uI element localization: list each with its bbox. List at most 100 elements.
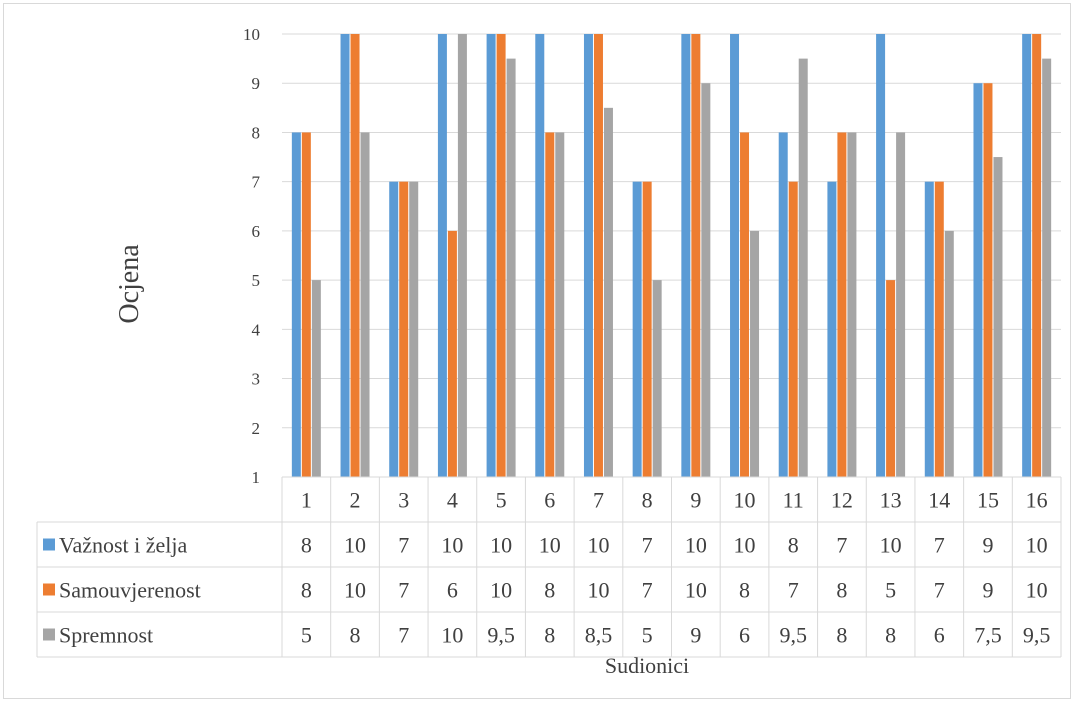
data-label: 10 xyxy=(685,578,707,603)
data-label: 7 xyxy=(398,533,409,558)
data-label: 7 xyxy=(642,578,653,603)
bar xyxy=(389,181,399,477)
data-label: 10 xyxy=(587,533,609,558)
bar xyxy=(993,157,1003,478)
data-label: 8 xyxy=(836,623,847,648)
y-tick-label: 9 xyxy=(252,74,261,93)
bar xyxy=(603,107,613,477)
data-label: 10 xyxy=(1026,533,1048,558)
bar xyxy=(291,132,301,477)
bar xyxy=(360,132,370,477)
x-tick-label: 6 xyxy=(544,488,555,513)
y-tick-label: 3 xyxy=(252,370,261,389)
data-label: 8 xyxy=(836,578,847,603)
y-axis-label: Ocjena xyxy=(114,244,145,324)
bar xyxy=(642,181,652,477)
bar xyxy=(876,34,886,477)
bar xyxy=(896,132,906,477)
data-label: 10 xyxy=(344,578,366,603)
y-tick-label: 6 xyxy=(252,222,261,241)
data-label: 8 xyxy=(301,533,312,558)
x-tick-label: 1 xyxy=(301,488,312,513)
bar xyxy=(593,34,603,477)
bar xyxy=(973,83,983,477)
x-tick-label: 3 xyxy=(398,488,409,513)
bar xyxy=(311,280,321,477)
x-tick-label: 4 xyxy=(447,488,458,513)
bar xyxy=(886,280,896,477)
x-tick-label: 7 xyxy=(593,488,604,513)
data-label: 7 xyxy=(934,533,945,558)
y-tick-label: 4 xyxy=(252,320,261,339)
legend-label: Samouvjerenost xyxy=(59,578,201,603)
data-label: 6 xyxy=(739,623,750,648)
bar xyxy=(583,34,593,477)
bar xyxy=(847,132,857,477)
bar xyxy=(750,230,760,477)
data-label: 10 xyxy=(490,578,512,603)
bar xyxy=(924,181,934,477)
y-tick-label: 7 xyxy=(252,173,261,192)
data-label: 10 xyxy=(1026,578,1048,603)
data-label: 10 xyxy=(344,533,366,558)
data-label: 8 xyxy=(301,578,312,603)
bar xyxy=(399,181,409,477)
bar xyxy=(827,181,837,477)
bar xyxy=(652,280,662,477)
chart-frame xyxy=(3,3,1071,699)
bar xyxy=(730,34,740,477)
data-label: 9,5 xyxy=(1023,623,1051,648)
x-tick-label: 12 xyxy=(831,488,853,513)
data-label: 7,5 xyxy=(974,623,1002,648)
bar xyxy=(555,132,565,477)
bar xyxy=(301,132,311,477)
legend-swatch xyxy=(43,628,55,641)
legend-label: Važnost i želja xyxy=(59,533,188,558)
y-tick-label: 8 xyxy=(252,123,261,142)
data-label: 10 xyxy=(685,533,707,558)
y-axis-ticks: 1 2 3 4 5 6 7 8 9 10 xyxy=(243,25,261,487)
bar xyxy=(457,34,467,477)
bar xyxy=(691,34,701,477)
bar xyxy=(681,34,691,477)
data-label: 9,5 xyxy=(487,623,515,648)
data-label: 9,5 xyxy=(779,623,807,648)
data-label: 10 xyxy=(880,533,902,558)
data-label: 7 xyxy=(836,533,847,558)
bar xyxy=(545,132,555,477)
x-tick-label: 11 xyxy=(783,488,804,513)
legend-swatch xyxy=(43,583,55,596)
data-label: 10 xyxy=(539,533,561,558)
x-tick-label: 5 xyxy=(496,488,507,513)
bar xyxy=(701,83,711,477)
bar xyxy=(983,83,993,477)
bar xyxy=(506,58,516,477)
data-label: 8 xyxy=(544,578,555,603)
data-label: 6 xyxy=(447,578,458,603)
gridlines xyxy=(282,33,1061,478)
bar xyxy=(778,132,788,477)
data-label: 7 xyxy=(398,578,409,603)
x-tick-label: 9 xyxy=(690,488,701,513)
bars xyxy=(291,34,1052,478)
data-label: 7 xyxy=(642,533,653,558)
bar xyxy=(934,181,944,477)
bar xyxy=(1022,34,1032,477)
legend-swatch xyxy=(43,538,55,551)
data-label: 5 xyxy=(301,623,312,648)
data-label: 10 xyxy=(734,533,756,558)
data-label: 5 xyxy=(642,623,653,648)
x-axis-label: Sudionici xyxy=(605,653,689,678)
data-label: 8 xyxy=(885,623,896,648)
y-tick-label: 1 xyxy=(252,468,261,487)
data-label: 9 xyxy=(982,578,993,603)
bar xyxy=(535,34,545,477)
bar xyxy=(632,181,642,477)
data-label: 5 xyxy=(885,578,896,603)
x-tick-label: 2 xyxy=(350,488,361,513)
x-tick-label: 13 xyxy=(880,488,902,513)
bar xyxy=(798,58,808,477)
legend-label: Spremnost xyxy=(59,623,153,648)
